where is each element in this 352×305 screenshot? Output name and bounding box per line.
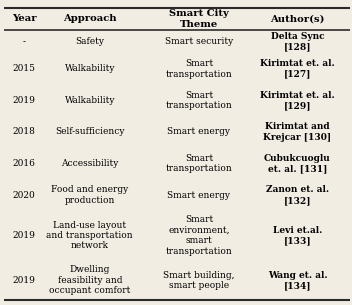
Text: Author(s): Author(s) xyxy=(270,14,325,23)
Text: -: - xyxy=(23,37,25,46)
Text: Delta Sync
[128]: Delta Sync [128] xyxy=(271,32,324,52)
Text: Smart
environment,
smart
transportation: Smart environment, smart transportation xyxy=(165,215,232,256)
Text: Smart
transportation: Smart transportation xyxy=(165,91,232,110)
Text: Year: Year xyxy=(12,14,36,23)
Text: Walkability: Walkability xyxy=(64,96,115,105)
Text: Cubukcuoglu
et. al. [131]: Cubukcuoglu et. al. [131] xyxy=(264,154,331,173)
Text: 2019: 2019 xyxy=(13,231,35,240)
Text: Smart security: Smart security xyxy=(165,37,233,46)
Text: Levi et.al.
[133]: Levi et.al. [133] xyxy=(273,226,322,245)
Text: Kirimtat et. al.
[129]: Kirimtat et. al. [129] xyxy=(260,91,335,110)
Text: Safety: Safety xyxy=(75,37,104,46)
Text: 2020: 2020 xyxy=(13,191,35,199)
Text: Smart City
Theme: Smart City Theme xyxy=(169,9,229,29)
Text: Smart energy: Smart energy xyxy=(168,191,230,199)
Text: 2018: 2018 xyxy=(13,127,35,136)
Text: Smart
transportation: Smart transportation xyxy=(165,59,232,78)
Text: Wang et. al.
[134]: Wang et. al. [134] xyxy=(268,271,327,290)
Text: Dwelling
feasibility and
occupant comfort: Dwelling feasibility and occupant comfor… xyxy=(49,265,131,295)
Text: Kirimtat et. al.
[127]: Kirimtat et. al. [127] xyxy=(260,59,335,78)
Text: Food and energy
production: Food and energy production xyxy=(51,185,128,205)
Text: 2019: 2019 xyxy=(13,96,35,105)
Text: Land-use layout
and transportation
network: Land-use layout and transportation netwo… xyxy=(46,221,133,250)
Text: Kirimtat and
Krejcar [130]: Kirimtat and Krejcar [130] xyxy=(263,122,332,142)
Text: Approach: Approach xyxy=(63,14,117,23)
Text: Zanon et. al.
[132]: Zanon et. al. [132] xyxy=(266,185,329,205)
Text: Smart building,
smart people: Smart building, smart people xyxy=(163,271,235,290)
Text: 2016: 2016 xyxy=(13,159,35,168)
Text: Accessibility: Accessibility xyxy=(61,159,118,168)
Text: Smart
transportation: Smart transportation xyxy=(165,154,232,173)
Text: 2019: 2019 xyxy=(13,276,35,285)
Text: Self-sufficiency: Self-sufficiency xyxy=(55,127,125,136)
Text: Walkability: Walkability xyxy=(64,64,115,73)
Text: 2015: 2015 xyxy=(12,64,36,73)
Text: Smart energy: Smart energy xyxy=(168,127,230,136)
